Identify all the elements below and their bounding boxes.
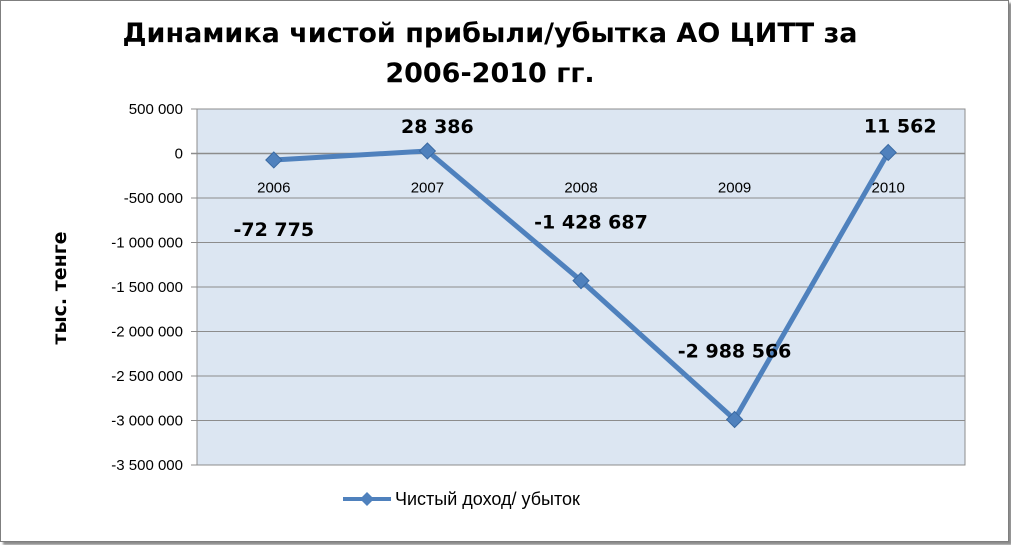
data-label: 11 562: [864, 115, 937, 137]
y-tick-label: -3 000 000: [111, 413, 183, 430]
y-tick-label: 0: [175, 146, 183, 163]
legend-series-label: Чистый доход/ убыток: [395, 489, 580, 509]
y-axis-title: тыс. тенге: [49, 231, 71, 344]
data-point-marker: [572, 271, 590, 290]
data-point-marker: [265, 151, 283, 169]
data-label: 28 386: [401, 116, 474, 138]
x-category-label: 2010: [872, 180, 905, 197]
x-category-label: 2008: [564, 180, 597, 197]
y-tick-label: -2 000 000: [111, 324, 183, 341]
data-label: -2 988 566: [678, 340, 792, 362]
y-tick-labels: 500 000 0 -500 000 -1 000 000 -1 500 000 -2 0…: [111, 101, 183, 474]
legend-diamond-marker-icon: [360, 492, 374, 506]
series-markers: [265, 142, 897, 429]
data-point-marker: [879, 143, 897, 162]
legend: Чистый доход/ убыток: [343, 489, 580, 509]
data-point-marker: [418, 142, 437, 160]
x-category-label: 2007: [411, 180, 444, 197]
y-tick-label: -1 000 000: [111, 235, 183, 252]
y-tick-label: -3 500 000: [111, 457, 183, 474]
y-tick-label: -2 500 000: [111, 368, 183, 385]
data-label: -1 428 687: [534, 212, 648, 234]
gridlines: [191, 108, 965, 466]
y-tick-label: 500 000: [129, 101, 183, 118]
data-labels: -72 775 28 386 -1 428 687 -2 988 566 11 562: [233, 115, 936, 362]
x-category-labels: 2006 2007 2008 2009 2010: [257, 180, 905, 197]
y-tick-label: -500 000: [124, 190, 183, 207]
x-category-label: 2006: [257, 180, 290, 197]
data-label: -72 775: [233, 219, 314, 241]
y-tick-label: -1 500 000: [111, 279, 183, 296]
chart-title: Динамика чистой прибыли/убытка АО ЦИТТ з…: [122, 18, 858, 89]
data-point-marker: [725, 410, 744, 429]
x-category-label: 2009: [718, 180, 751, 197]
